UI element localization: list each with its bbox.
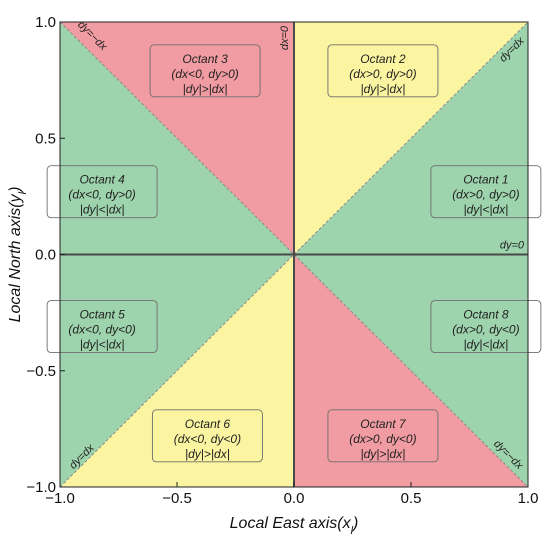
octant-5-cond: (dx<0, dy<0) — [68, 323, 135, 337]
octant-4-ratio: |dy|<|dx| — [80, 203, 125, 217]
octant-box-8: Octant 8(dx>0, dy<0)|dy|<|dx| — [430, 300, 542, 354]
octant-4-title: Octant 4 — [79, 173, 125, 187]
octant-3-cond: (dx<0, dy>0) — [171, 67, 238, 81]
x-tick-label: 1.0 — [518, 490, 539, 507]
octant-boxes: Octant 1(dx>0, dy>0)|dy|<|dx|Octant 2(dx… — [46, 44, 542, 463]
x-tick-label: −1.0 — [45, 490, 75, 507]
octant-8-title: Octant 8 — [463, 308, 509, 322]
octant-box-frame — [327, 44, 439, 98]
octant-box-frame — [149, 44, 261, 98]
y-axis-label-sub: l — [17, 191, 29, 194]
octant-6-ratio: |dy|>|dx| — [185, 447, 230, 461]
x-tick-label: −0.5 — [162, 490, 192, 507]
octant-1-cond: (dx>0, dy>0) — [452, 188, 519, 202]
octant-box-1: Octant 1(dx>0, dy>0)|dy|<|dx| — [430, 165, 542, 219]
label-dx0: dx=0 — [279, 25, 291, 50]
octant-box-3: Octant 3(dx<0, dy>0)|dy|>|dx| — [149, 44, 261, 98]
octant-box-2: Octant 2(dx>0, dy>0)|dy|>|dx| — [327, 44, 439, 98]
octant-box-5: Octant 5(dx<0, dy<0)|dy|<|dx| — [46, 300, 158, 354]
octant-box-frame — [430, 300, 542, 354]
y-axis-label-end: ) — [7, 187, 24, 194]
y-tick-label: −0.5 — [26, 363, 56, 380]
y-tick-label: −1.0 — [26, 479, 56, 496]
octant-5-ratio: |dy|<|dx| — [80, 338, 125, 352]
octant-8-ratio: |dy|<|dx| — [463, 338, 508, 352]
octant-box-6: Octant 6(dx<0, dy<0)|dy|>|dx| — [151, 409, 263, 463]
y-tick-label: 0.0 — [35, 247, 56, 264]
label-dy0: dy=0 — [500, 240, 525, 252]
octant-3-ratio: |dy|>|dx| — [183, 82, 228, 96]
x-axis-label-sub: l — [351, 525, 354, 537]
octant-7-ratio: |dy|>|dx| — [361, 447, 406, 461]
octant-2-cond: (dx>0, dy>0) — [349, 67, 416, 81]
octant-4-cond: (dx<0, dy>0) — [68, 188, 135, 202]
octant-box-4: Octant 4(dx<0, dy>0)|dy|<|dx| — [46, 165, 158, 219]
octant-3-title: Octant 3 — [182, 52, 228, 66]
y-tick-label: 1.0 — [35, 14, 56, 31]
y-tick-label: 0.5 — [35, 130, 56, 147]
x-tick-label: 0.0 — [284, 490, 305, 507]
octant-1-title: Octant 1 — [463, 173, 508, 187]
octant-box-frame — [327, 409, 439, 463]
octant-2-ratio: |dy|>|dx| — [361, 82, 406, 96]
octant-7-cond: (dx>0, dy<0) — [349, 432, 416, 446]
octant-box-frame — [430, 165, 542, 219]
octant-box-frame — [46, 300, 158, 354]
octant-5-title: Octant 5 — [79, 308, 125, 322]
y-axis-label: Local North axis(yl) — [7, 187, 29, 323]
x-axis-label: Local East axis(xl) — [230, 515, 359, 537]
octant-box-7: Octant 7(dx>0, dy<0)|dy|>|dx| — [327, 409, 439, 463]
octant-box-frame — [151, 409, 263, 463]
axis-ticks: −1.0 −0.5 0.0 0.5 1.0 1.0 0.5 0.0 −0.5 −1.0 — [26, 14, 538, 507]
x-axis-label-end: ) — [351, 515, 358, 532]
x-axis-label-main: Local East axis(x — [230, 515, 352, 532]
octant-8-cond: (dx>0, dy<0) — [452, 323, 519, 337]
octant-1-ratio: |dy|<|dx| — [463, 203, 508, 217]
octant-box-frame — [46, 165, 158, 219]
octant-6-cond: (dx<0, dy<0) — [174, 432, 241, 446]
y-axis-label-main: Local North axis(y — [7, 193, 24, 322]
octant-7-title: Octant 7 — [360, 417, 407, 431]
octant-6-title: Octant 6 — [185, 417, 231, 431]
octant-2-title: Octant 2 — [360, 52, 406, 66]
x-tick-label: 0.5 — [401, 490, 422, 507]
